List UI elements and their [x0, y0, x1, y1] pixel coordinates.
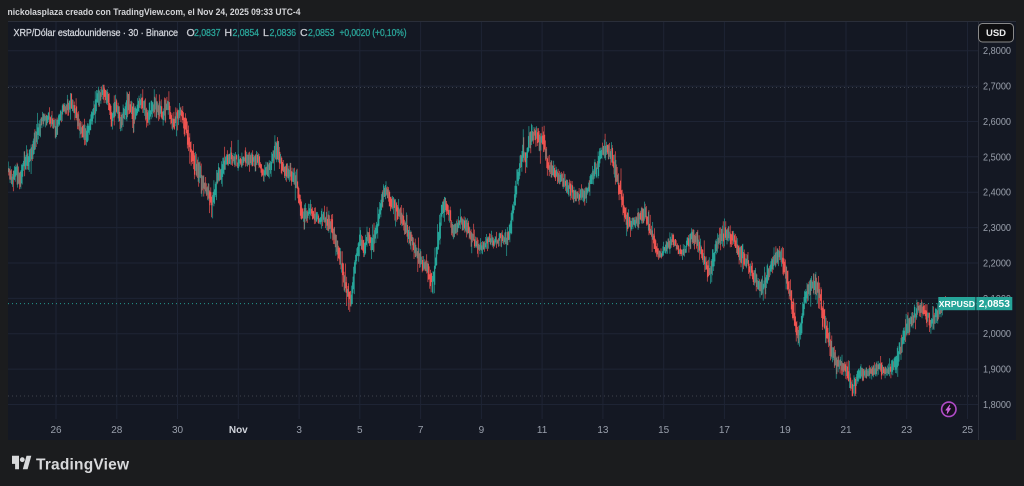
svg-text:13: 13	[597, 425, 609, 436]
svg-text:3: 3	[296, 425, 302, 436]
svg-text:2,0000: 2,0000	[983, 329, 1011, 340]
svg-text:2,0854: 2,0854	[233, 27, 260, 39]
svg-text:1,9000: 1,9000	[983, 365, 1011, 376]
svg-text:nickolasplaza creado con Tradi: nickolasplaza creado con TradingView.com…	[8, 7, 302, 18]
svg-text:+0,0020 (+0,10%): +0,0020 (+0,10%)	[340, 27, 407, 39]
svg-text:TradingView: TradingView	[36, 457, 130, 474]
svg-text:25: 25	[962, 425, 974, 436]
svg-text:XRPUSD: XRPUSD	[939, 299, 975, 309]
svg-text:1,8000: 1,8000	[983, 400, 1011, 411]
svg-text:28: 28	[111, 425, 123, 436]
svg-text:Nov: Nov	[229, 425, 248, 436]
svg-text:5: 5	[357, 425, 363, 436]
svg-text:L: L	[263, 27, 269, 39]
svg-text:2,3000: 2,3000	[983, 223, 1011, 234]
svg-text:2,6000: 2,6000	[983, 117, 1011, 128]
svg-text:O: O	[187, 27, 195, 39]
svg-text:26: 26	[50, 425, 62, 436]
svg-text:XRP/Dólar estadounidense · 30: XRP/Dólar estadounidense · 30 · Binance	[14, 27, 179, 39]
svg-text:23: 23	[901, 425, 913, 436]
svg-text:2,0836: 2,0836	[270, 27, 297, 39]
svg-text:11: 11	[537, 425, 548, 436]
svg-text:17: 17	[719, 425, 731, 436]
svg-text:21: 21	[840, 425, 852, 436]
svg-text:2,0853: 2,0853	[979, 299, 1010, 310]
svg-text:15: 15	[658, 425, 670, 436]
svg-text:30: 30	[172, 425, 184, 436]
svg-text:H: H	[225, 27, 232, 39]
svg-text:2,0837: 2,0837	[194, 27, 221, 39]
svg-text:2,5000: 2,5000	[983, 152, 1011, 163]
svg-text:2,0853: 2,0853	[308, 27, 335, 39]
svg-text:C: C	[300, 27, 308, 39]
svg-text:7: 7	[418, 425, 424, 436]
svg-text:2,8000: 2,8000	[983, 46, 1011, 57]
svg-text:2,4000: 2,4000	[983, 188, 1011, 199]
svg-text:2,7000: 2,7000	[983, 82, 1011, 93]
svg-text:2,2000: 2,2000	[983, 259, 1011, 270]
svg-text:9: 9	[479, 425, 485, 436]
svg-text:USD: USD	[986, 28, 1006, 39]
svg-text:19: 19	[780, 425, 792, 436]
